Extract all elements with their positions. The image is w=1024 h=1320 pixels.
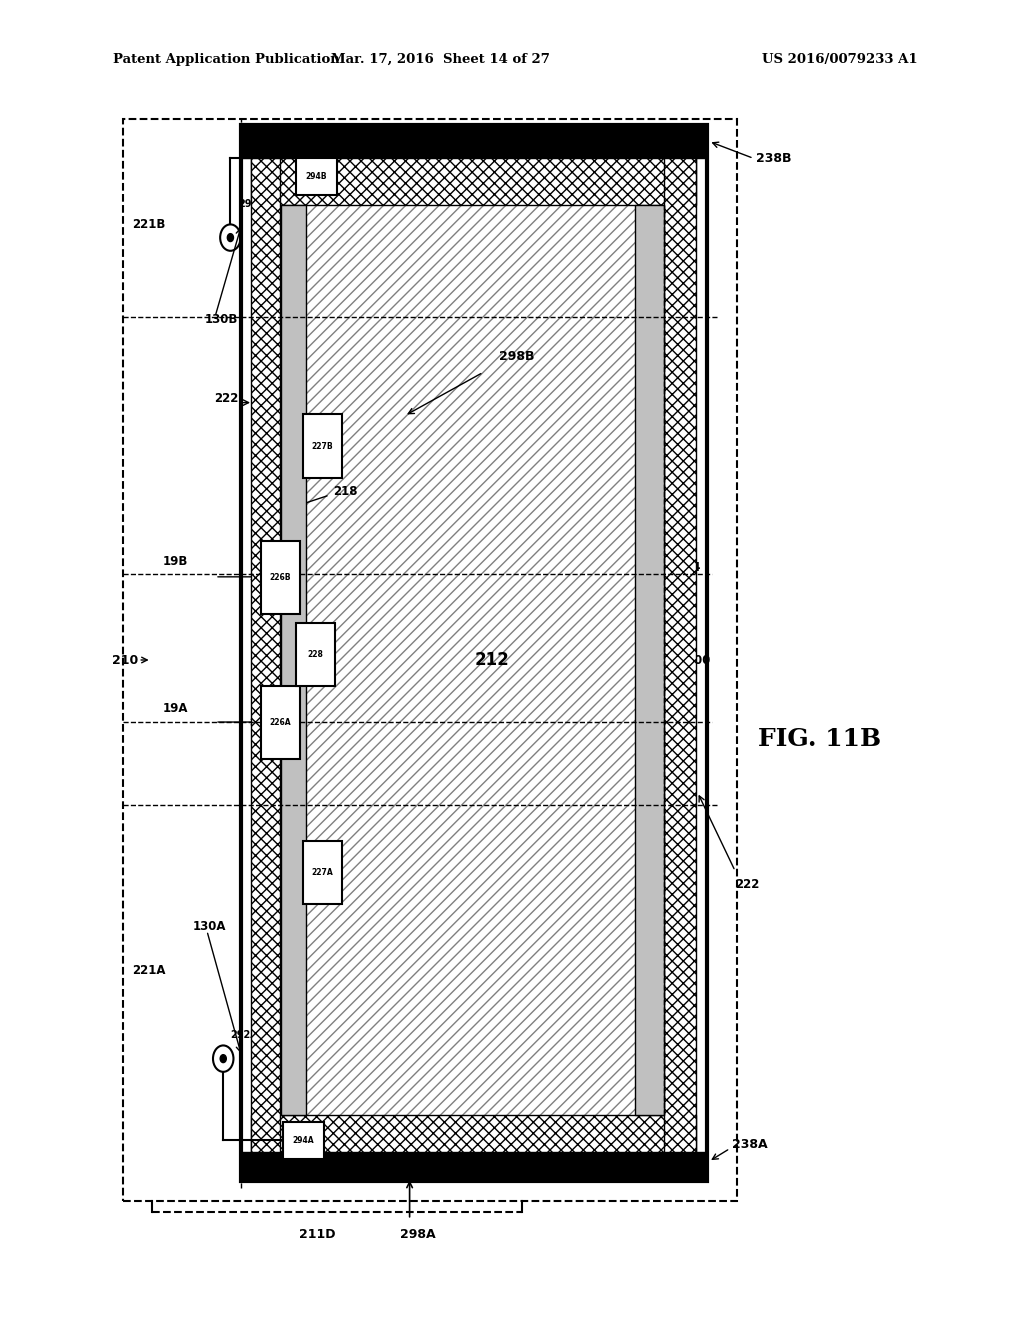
Text: 130B: 130B: [205, 313, 239, 326]
Text: 19B: 19B: [163, 554, 188, 568]
Text: 300: 300: [686, 653, 711, 667]
Text: 222: 222: [214, 392, 239, 405]
Text: 130A: 130A: [193, 920, 226, 933]
Text: 212: 212: [474, 651, 509, 669]
Circle shape: [220, 1055, 226, 1063]
Bar: [251, 152, 696, 205]
Bar: [261, 541, 300, 614]
Text: 226B: 226B: [270, 573, 291, 582]
Text: 19A: 19A: [163, 702, 188, 715]
Bar: [281, 205, 306, 1115]
Text: 226A: 226A: [269, 718, 292, 727]
Text: 294B: 294B: [306, 173, 327, 181]
Text: 222: 222: [735, 878, 760, 891]
Text: 218: 218: [333, 484, 357, 498]
Circle shape: [227, 234, 233, 242]
Text: 227B: 227B: [311, 442, 334, 450]
Bar: [241, 1152, 707, 1181]
Bar: [261, 686, 300, 759]
Text: 214: 214: [676, 561, 700, 574]
Bar: [241, 125, 707, 158]
Text: 210: 210: [112, 653, 138, 667]
Text: 227A: 227A: [311, 869, 334, 876]
Text: 292B: 292B: [239, 198, 266, 209]
Bar: [251, 1115, 696, 1168]
Text: 294A: 294A: [292, 1137, 314, 1144]
Bar: [283, 1122, 324, 1159]
Bar: [664, 152, 696, 1168]
Bar: [251, 152, 280, 1168]
Bar: [274, 198, 664, 1129]
Text: 238A: 238A: [732, 1138, 768, 1151]
Bar: [241, 125, 707, 1181]
Text: 298B: 298B: [500, 350, 535, 363]
Text: 221B: 221B: [132, 218, 166, 231]
Bar: [635, 205, 664, 1115]
Text: 211D: 211D: [299, 1228, 336, 1241]
Text: 292A: 292A: [230, 1030, 258, 1040]
Text: 221A: 221A: [132, 964, 166, 977]
Bar: [296, 623, 335, 686]
Text: 298A: 298A: [400, 1228, 435, 1241]
Bar: [123, 119, 737, 1201]
Text: 228: 228: [307, 651, 324, 659]
Text: 238B: 238B: [756, 152, 792, 165]
Text: FIG. 11B: FIG. 11B: [758, 727, 881, 751]
Bar: [296, 158, 337, 195]
Text: Patent Application Publication: Patent Application Publication: [113, 53, 339, 66]
Bar: [303, 841, 342, 904]
Text: Mar. 17, 2016  Sheet 14 of 27: Mar. 17, 2016 Sheet 14 of 27: [331, 53, 550, 66]
Text: US 2016/0079233 A1: US 2016/0079233 A1: [762, 53, 918, 66]
Bar: [303, 414, 342, 478]
